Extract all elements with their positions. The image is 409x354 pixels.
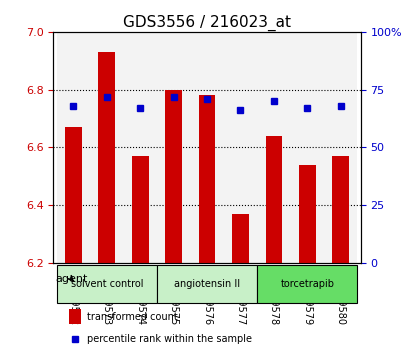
FancyBboxPatch shape: [56, 265, 157, 303]
FancyBboxPatch shape: [157, 265, 256, 303]
Text: angiotensin II: angiotensin II: [173, 279, 240, 289]
Bar: [323, 32, 357, 263]
Text: torcetrapib: torcetrapib: [280, 279, 333, 289]
Bar: [69, 309, 81, 324]
Bar: [56, 32, 90, 263]
Bar: [298, 165, 315, 263]
Bar: [256, 32, 290, 263]
Text: percentile rank within the sample: percentile rank within the sample: [87, 333, 252, 343]
Bar: [98, 52, 115, 263]
Bar: [90, 32, 123, 263]
Bar: [190, 32, 223, 263]
Bar: [165, 90, 182, 263]
Text: solvent control: solvent control: [70, 279, 143, 289]
Text: agent: agent: [55, 274, 87, 284]
Title: GDS3556 / 216023_at: GDS3556 / 216023_at: [123, 14, 290, 30]
Bar: [332, 156, 348, 263]
Bar: [290, 32, 323, 263]
Bar: [223, 32, 256, 263]
FancyBboxPatch shape: [256, 265, 357, 303]
Bar: [198, 95, 215, 263]
Bar: [157, 32, 190, 263]
Bar: [65, 127, 81, 263]
Bar: [231, 214, 248, 263]
Text: transformed count: transformed count: [87, 312, 178, 322]
Bar: [265, 136, 281, 263]
Bar: [123, 32, 157, 263]
Bar: [132, 156, 148, 263]
